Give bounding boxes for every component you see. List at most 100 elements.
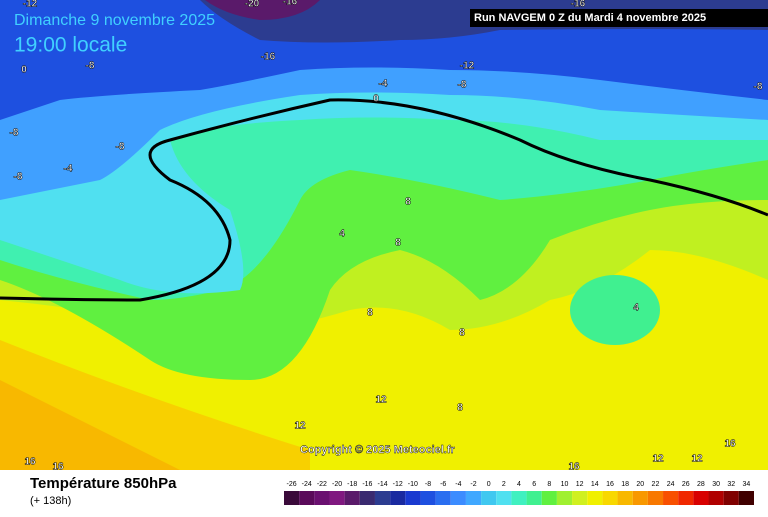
contour-label: -8 — [116, 142, 125, 153]
contour-label: 8 — [405, 197, 411, 208]
legend-swatch — [435, 491, 451, 505]
legend-label: -16 — [362, 481, 372, 488]
legend-swatch — [481, 491, 497, 505]
run-info: Run NAVGEM 0 Z du Mardi 4 novembre 2025 — [474, 12, 706, 24]
contour-label: 8 — [457, 403, 463, 414]
contour-label: 12 — [375, 395, 387, 406]
contour-label: -16 — [571, 0, 586, 10]
contour-label: -4 — [379, 79, 388, 90]
contour-label: 0 — [21, 65, 27, 76]
legend-swatch — [344, 491, 360, 505]
time: 19:00 locale — [14, 34, 127, 57]
legend-label: 14 — [591, 481, 599, 488]
legend-label: 22 — [652, 481, 660, 488]
legend-swatch — [708, 491, 724, 505]
legend-label: 34 — [743, 481, 751, 488]
legend-swatch — [329, 491, 345, 505]
legend-swatch — [496, 491, 512, 505]
legend-swatch — [511, 491, 527, 505]
legend-swatch — [405, 491, 421, 505]
legend-swatch — [359, 491, 375, 505]
legend-label: -8 — [425, 481, 431, 488]
legend-swatch — [390, 491, 406, 505]
contour-label: 4 — [633, 303, 639, 314]
legend-label: -6 — [440, 481, 446, 488]
contour-label: 16 — [24, 457, 36, 468]
contour-label: 8 — [459, 328, 465, 339]
legend-label: -22 — [317, 481, 327, 488]
contour-label: -8 — [458, 80, 467, 91]
contour-label: -12 — [23, 0, 38, 10]
legend-label: 20 — [636, 481, 644, 488]
legend-label: 0 — [487, 481, 491, 488]
footer-subtitle: (+ 138h) — [30, 495, 71, 507]
legend-swatch — [314, 491, 330, 505]
contour-label: 12 — [691, 454, 703, 465]
legend-label: 16 — [606, 481, 614, 488]
contour-label: -12 — [460, 61, 475, 72]
copyright: Copyright © 2025 Meteociel.fr — [300, 444, 456, 456]
contour-label: 4 — [339, 229, 345, 240]
date: Dimanche 9 novembre 2025 — [14, 12, 215, 29]
legend-swatch — [556, 491, 573, 505]
legend-swatch — [602, 491, 618, 505]
zone — [205, 0, 320, 20]
contour-label: -8 — [14, 172, 23, 183]
legend-swatch — [617, 491, 633, 505]
legend-swatch — [632, 491, 648, 505]
legend-label: 32 — [727, 481, 735, 488]
legend-swatch — [284, 491, 300, 505]
legend-label: 30 — [712, 481, 720, 488]
legend-label: 24 — [667, 481, 675, 488]
legend-label: 18 — [621, 481, 629, 488]
zero-isotherm — [0, 98, 768, 302]
contour-label: -8 — [86, 61, 95, 72]
legend-swatch — [572, 491, 588, 505]
legend-label: 4 — [517, 481, 521, 488]
legend-label: 6 — [532, 481, 536, 488]
contour-label: 12 — [294, 421, 306, 432]
contour-label: 8 — [367, 308, 373, 319]
legend-label: 26 — [682, 481, 690, 488]
legend-label: 2 — [502, 481, 506, 488]
zone — [570, 275, 660, 345]
contour-label: 0 — [373, 94, 379, 105]
contour-label: -8 — [754, 82, 763, 93]
contour-label: -16 — [283, 0, 298, 8]
contour-label: 8 — [395, 238, 401, 249]
legend-swatch — [693, 491, 709, 505]
legend-swatch — [526, 491, 542, 505]
footer-title: Température 850hPa — [30, 475, 177, 492]
run-box — [470, 9, 768, 27]
legend-swatch — [374, 491, 391, 505]
legend-swatch — [663, 491, 679, 505]
legend-swatch — [465, 491, 482, 505]
legend-label: -2 — [470, 481, 476, 488]
legend-swatch — [450, 491, 466, 505]
contour-label: -16 — [261, 52, 276, 63]
legend-label: -18 — [347, 481, 357, 488]
legend-label: -10 — [408, 481, 418, 488]
legend-swatch — [723, 491, 739, 505]
legend-label: 10 — [561, 481, 569, 488]
legend-label: 28 — [697, 481, 705, 488]
contour-label: 16 — [724, 439, 736, 450]
legend-label: -12 — [393, 481, 403, 488]
legend-label: -20 — [332, 481, 342, 488]
legend-swatch — [420, 491, 436, 505]
legend-swatch — [299, 491, 315, 505]
warm-zone — [0, 380, 180, 470]
legend-swatch — [647, 491, 664, 505]
legend-label: -4 — [455, 481, 461, 488]
zone — [0, 0, 768, 120]
legend-swatch — [678, 491, 694, 505]
legend-label: -26 — [287, 481, 297, 488]
legend-label: 8 — [547, 481, 551, 488]
legend-swatch — [541, 491, 557, 505]
contour-label: -20 — [245, 0, 260, 10]
legend-label: -14 — [377, 481, 387, 488]
legend-label: 12 — [576, 481, 584, 488]
contour-label: 16 — [52, 462, 64, 473]
contour-label: 16 — [568, 462, 580, 473]
